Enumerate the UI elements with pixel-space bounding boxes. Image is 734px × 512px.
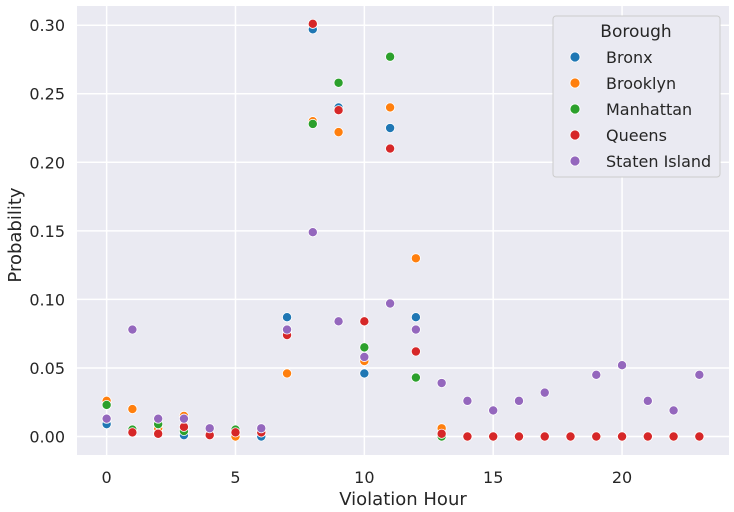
point-bronx bbox=[410, 312, 421, 323]
point-manhattan bbox=[359, 342, 370, 353]
point-staten-island bbox=[410, 324, 421, 335]
y-axis-label: Probability bbox=[5, 187, 26, 282]
x-tick-label: 20 bbox=[612, 468, 632, 487]
point-staten-island bbox=[591, 369, 602, 380]
point-bronx bbox=[385, 123, 396, 134]
point-queens bbox=[591, 431, 602, 442]
point-manhattan bbox=[333, 77, 344, 88]
point-staten-island bbox=[642, 395, 653, 406]
point-queens bbox=[359, 316, 370, 327]
x-tick-label: 5 bbox=[230, 468, 240, 487]
legend-marker-staten-island bbox=[569, 155, 581, 167]
point-manhattan bbox=[410, 372, 421, 383]
point-queens bbox=[617, 431, 628, 442]
point-manhattan bbox=[101, 399, 112, 410]
point-queens bbox=[307, 18, 318, 29]
point-staten-island bbox=[178, 413, 189, 424]
point-queens bbox=[565, 431, 576, 442]
point-brooklyn bbox=[333, 127, 344, 138]
point-staten-island bbox=[385, 298, 396, 309]
point-queens bbox=[333, 105, 344, 116]
point-staten-island bbox=[694, 369, 705, 380]
point-brooklyn bbox=[385, 102, 396, 113]
point-brooklyn bbox=[127, 404, 138, 415]
point-staten-island bbox=[256, 423, 267, 434]
legend-label-brooklyn: Brooklyn bbox=[606, 74, 676, 93]
point-queens bbox=[385, 143, 396, 154]
point-staten-island bbox=[359, 351, 370, 362]
y-tick-label: 0.20 bbox=[29, 153, 65, 172]
point-staten-island bbox=[307, 227, 318, 238]
point-queens bbox=[462, 431, 473, 442]
point-brooklyn bbox=[410, 253, 421, 264]
point-bronx bbox=[282, 312, 293, 323]
point-staten-island bbox=[668, 405, 679, 416]
legend-label-queens: Queens bbox=[606, 126, 667, 145]
y-tick-label: 0.30 bbox=[29, 16, 65, 35]
legend-label-manhattan: Manhattan bbox=[606, 100, 692, 119]
point-queens bbox=[488, 431, 499, 442]
legend: Borough Bronx Brooklyn Manhattan Queens Stat… bbox=[552, 15, 721, 178]
x-axis-label: Violation Hour bbox=[339, 489, 467, 510]
legend-title: Borough bbox=[600, 22, 671, 42]
point-brooklyn bbox=[282, 368, 293, 379]
point-staten-island bbox=[204, 423, 215, 434]
point-staten-island bbox=[101, 413, 112, 424]
point-queens bbox=[410, 346, 421, 357]
x-tick-label: 10 bbox=[354, 468, 374, 487]
data-points bbox=[101, 18, 705, 442]
legend-label-staten-island: Staten Island bbox=[606, 152, 711, 171]
legend-marker-bronx bbox=[569, 51, 581, 63]
y-tick-label: 0.15 bbox=[29, 222, 65, 241]
point-queens bbox=[178, 421, 189, 432]
point-queens bbox=[539, 431, 550, 442]
point-queens bbox=[230, 427, 241, 438]
y-tick-label: 0.05 bbox=[29, 359, 65, 378]
point-staten-island bbox=[153, 413, 164, 424]
legend-marker-brooklyn bbox=[569, 77, 581, 89]
point-staten-island bbox=[617, 360, 628, 371]
point-staten-island bbox=[436, 378, 447, 389]
legend-label-bronx: Bronx bbox=[606, 48, 653, 67]
point-staten-island bbox=[539, 387, 550, 398]
point-manhattan bbox=[307, 118, 318, 129]
y-tick-label: 0.00 bbox=[29, 427, 65, 446]
point-queens bbox=[642, 431, 653, 442]
point-staten-island bbox=[513, 395, 524, 406]
point-staten-island bbox=[488, 405, 499, 416]
x-tick-label: 15 bbox=[483, 468, 503, 487]
tick-labels: 0 5 10 15 20 0.00 0.05 0.10 0.15 0.20 0.25 0.30 bbox=[29, 16, 632, 487]
point-staten-island bbox=[127, 324, 138, 335]
point-staten-island bbox=[333, 316, 344, 327]
point-queens bbox=[694, 431, 705, 442]
point-manhattan bbox=[385, 51, 396, 62]
point-queens bbox=[436, 428, 447, 439]
point-queens bbox=[668, 431, 679, 442]
x-tick-label: 0 bbox=[102, 468, 112, 487]
point-staten-island bbox=[462, 395, 473, 406]
legend-marker-queens bbox=[569, 129, 581, 141]
point-queens bbox=[153, 428, 164, 439]
point-queens bbox=[127, 427, 138, 438]
point-queens bbox=[513, 431, 524, 442]
y-tick-label: 0.10 bbox=[29, 290, 65, 309]
point-bronx bbox=[359, 368, 370, 379]
legend-box bbox=[552, 15, 721, 178]
legend-marker-manhattan bbox=[569, 103, 581, 115]
point-staten-island bbox=[282, 324, 293, 335]
y-tick-label: 0.25 bbox=[29, 85, 65, 104]
